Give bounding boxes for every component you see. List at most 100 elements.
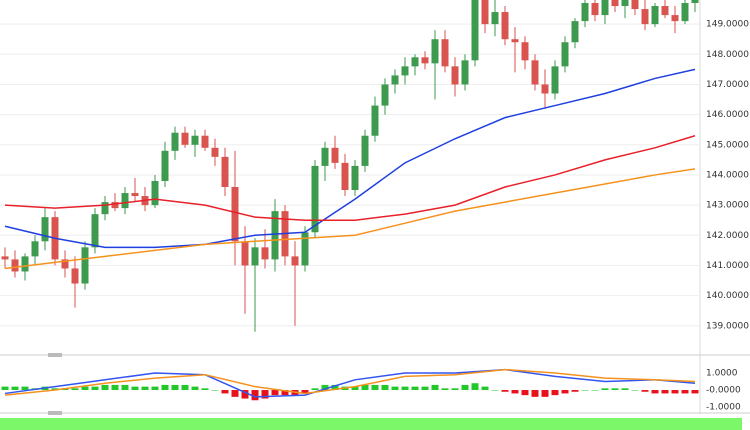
histogram-bar [531, 390, 539, 397]
candle-body [651, 6, 659, 25]
candle-body [181, 132, 189, 145]
candle-body [461, 60, 469, 85]
histogram-bar [561, 390, 569, 394]
y-tick-label: -1.0000 [706, 403, 741, 413]
candle-body [471, 0, 479, 61]
y-tick-label: 145.0000 [706, 140, 749, 150]
candle-body [111, 202, 119, 209]
candle-body [271, 211, 279, 260]
candle-body [441, 39, 449, 67]
histogram-bar [691, 390, 699, 394]
y-tick-label: 143.0000 [706, 201, 749, 211]
candle-body [621, 0, 629, 7]
candle-body [311, 165, 319, 233]
pane-handle[interactable] [48, 353, 62, 357]
histogram-bar [81, 386, 89, 391]
histogram-bar [121, 384, 129, 391]
histogram-bar [271, 390, 279, 396]
candle-body [121, 193, 129, 209]
candle-body [521, 42, 529, 61]
histogram-bar [231, 390, 239, 397]
y-tick-label: 147.0000 [706, 80, 749, 90]
histogram-bar [221, 390, 229, 394]
histogram-bar [591, 390, 599, 391]
histogram-bar [281, 390, 289, 396]
candle-body [591, 3, 599, 16]
histogram-bar [601, 388, 609, 391]
histogram-bar [71, 388, 79, 391]
candle-body [561, 42, 569, 67]
histogram-bar [21, 386, 29, 391]
candle-body [511, 39, 519, 43]
histogram-bar [191, 386, 199, 391]
candle-body [381, 84, 389, 106]
candle-body [551, 66, 559, 94]
candle-body [131, 193, 139, 197]
candle-body [451, 66, 459, 85]
histogram-bar [301, 390, 309, 394]
navigator-bar[interactable] [0, 418, 742, 430]
histogram-bar [201, 388, 209, 391]
candle-body [231, 187, 239, 242]
histogram-bar [581, 390, 589, 391]
y-tick-label: 140.0000 [706, 291, 749, 301]
candle-body [491, 12, 499, 25]
histogram-bar [551, 390, 559, 396]
pane-handle[interactable] [48, 411, 62, 415]
candle-body [91, 214, 99, 248]
indicator-line [4, 368, 696, 396]
candle-body [481, 0, 489, 25]
candle-body [171, 132, 179, 151]
histogram-bar [261, 390, 269, 399]
candle-body [301, 232, 309, 266]
candle-body [251, 247, 259, 266]
candle-body [681, 3, 689, 22]
candle-body [321, 147, 329, 166]
candle-body [261, 247, 269, 260]
histogram-bar [161, 384, 169, 391]
candle-body [361, 135, 369, 166]
histogram-bar [651, 390, 659, 394]
histogram-bar [401, 386, 409, 391]
histogram-bar [461, 384, 469, 391]
histogram-bar [471, 383, 479, 391]
histogram-bar [181, 384, 189, 391]
candle-body [641, 9, 649, 25]
candle-body [241, 241, 249, 266]
y-tick-label: 148.0000 [706, 50, 749, 60]
histogram-bar [331, 384, 339, 391]
indicator-line [4, 135, 696, 221]
candle-body [531, 60, 539, 85]
y-tick-label: 139.0000 [706, 321, 749, 331]
candle-body [671, 15, 679, 22]
histogram-bar [481, 386, 489, 391]
histogram-bar [101, 384, 109, 391]
histogram-bar [91, 386, 99, 391]
histogram-bar [311, 388, 319, 391]
candle-body [411, 57, 419, 67]
histogram-bar [381, 384, 389, 391]
candle-body [691, 0, 699, 4]
candle-body [501, 12, 509, 40]
candle-body [151, 180, 159, 206]
histogram-bar [431, 384, 439, 391]
histogram-bar [371, 384, 379, 391]
y-tick-label: 142.0000 [706, 231, 749, 241]
candle-body [371, 105, 379, 136]
y-tick-label: 141.0000 [706, 261, 749, 271]
candle-body [71, 268, 79, 284]
histogram-bar [241, 390, 249, 399]
histogram-bar [671, 390, 679, 394]
histogram-bar [621, 388, 629, 391]
candle-body [631, 0, 639, 10]
y-tick-label: 1.0000 [706, 368, 738, 378]
y-tick-label: 146.0000 [706, 110, 749, 120]
candle-body [211, 147, 219, 157]
histogram-bar [171, 384, 179, 391]
candle-body [221, 156, 229, 188]
histogram-bar [111, 384, 119, 391]
histogram-bar [681, 390, 689, 394]
histogram-bar [11, 386, 19, 391]
